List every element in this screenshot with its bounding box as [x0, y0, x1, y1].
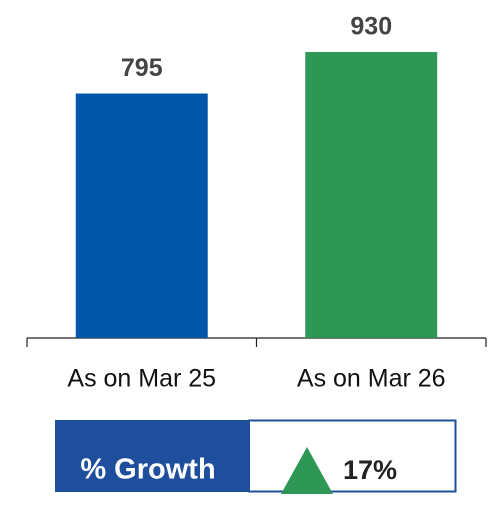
growth-value: 17% — [343, 455, 397, 485]
bar — [75, 93, 208, 338]
growth-value-box — [248, 419, 457, 493]
x-tick-label: As on Mar 26 — [297, 365, 446, 393]
growth-arrow — [281, 447, 333, 494]
bar — [305, 52, 438, 339]
data-label: 795 — [121, 54, 163, 82]
growth-label-box — [55, 420, 249, 492]
growth-label: % Growth — [80, 454, 215, 486]
x-tick-label: As on Mar 25 — [67, 365, 216, 393]
data-label: 930 — [350, 13, 392, 41]
